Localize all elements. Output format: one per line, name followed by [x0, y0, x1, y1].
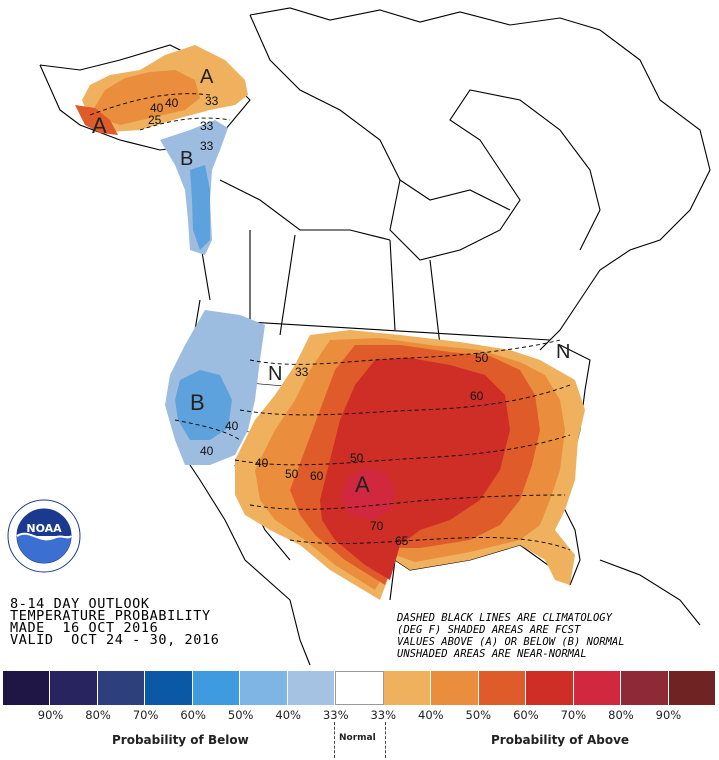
legend-percent-label: 80% — [608, 708, 634, 722]
legend-spacer — [3, 708, 27, 722]
contour-label: 33 — [295, 365, 309, 379]
alaska-b-label: B — [180, 148, 193, 170]
central-above-80 — [340, 468, 395, 520]
alaska-a-label-1: A — [92, 113, 107, 138]
contour-label: 40 — [165, 96, 179, 110]
contour-labels: 33 40 25 40 33 33 33 40 40 40 50 60 65 7… — [148, 94, 489, 548]
normal-n-ne-label: N — [556, 341, 570, 363]
contour-label: 50 — [350, 451, 364, 465]
note-line-3: VALUES ABOVE (A) OR BELOW (B) NORMAL — [397, 636, 625, 648]
contour-label: 50 — [285, 467, 299, 481]
legend-percent-label: 60% — [180, 708, 206, 722]
legend-swatch — [50, 671, 98, 705]
legend-swatch — [431, 671, 479, 705]
contour-label: 40 — [255, 456, 269, 470]
probability-legend — [3, 671, 717, 705]
above-legend-title: Probability of Above — [491, 733, 630, 747]
header-line-4: VALID OCT 24 - 30, 2016 — [10, 632, 220, 648]
legend-percent-label: 50% — [227, 708, 254, 722]
legend-percent-label: 90% — [655, 708, 682, 722]
normal-divider-left — [334, 722, 335, 758]
legend-swatch — [478, 671, 527, 705]
noaa-logo: NOAA — [7, 499, 81, 573]
legend-percent-label: 70% — [560, 708, 587, 722]
legend-percent-label: 70% — [132, 708, 159, 722]
legend-percent-label: 40% — [418, 708, 444, 722]
legend-swatch — [287, 671, 336, 705]
contour-label: 40 — [225, 419, 239, 433]
legend-swatch — [621, 671, 669, 705]
legend-percent-label: 50% — [465, 708, 492, 722]
legend-swatch — [97, 671, 146, 705]
legend-swatch — [3, 671, 51, 705]
contour-label: 65 — [395, 534, 409, 548]
legend-swatch — [668, 671, 717, 705]
legend-swatch — [335, 671, 384, 705]
outlook-header: 8-14 DAY OUTLOOK TEMPERATURE PROBABILITY… — [10, 596, 220, 648]
contour-label: 40 — [150, 101, 164, 115]
alaska-above-50 — [90, 70, 200, 125]
legend-percent-label: 33% — [322, 708, 349, 722]
contour-label: 33 — [200, 139, 214, 153]
header-line-1: 8-14 DAY OUTLOOK — [10, 596, 150, 612]
map-notes: DASHED BLACK LINES ARE CLIMATOLOGY (DEG … — [397, 612, 625, 660]
contour-label: 40 — [200, 444, 214, 458]
legend-swatch — [573, 671, 622, 705]
legend-percent-label: 80% — [85, 708, 111, 722]
note-line-4: UNSHADED AREAS ARE NEAR-NORMAL — [397, 648, 587, 660]
legend-swatch — [526, 671, 574, 705]
outlook-map: A A B B N N A 33 40 25 40 33 33 33 40 40… — [7, 7, 711, 666]
contour-label: 33 — [205, 94, 219, 108]
legend-swatch — [192, 671, 241, 705]
legend-swatch — [145, 671, 193, 705]
climatology-lines — [89, 93, 571, 551]
noaa-logo-text: NOAA — [26, 522, 62, 535]
legend-percent-label: 40% — [275, 708, 301, 722]
legend-swatch — [383, 671, 432, 705]
east-above-70 — [320, 358, 510, 580]
contour-label: 60 — [310, 469, 324, 483]
contour-label: 50 — [475, 351, 489, 365]
central-a-label: A — [355, 472, 370, 497]
normal-legend-title: Normal — [339, 733, 376, 743]
contour-label: 60 — [470, 389, 484, 403]
alaska-below-50 — [190, 165, 210, 250]
contour-label: 33 — [200, 119, 214, 133]
header-line-2: TEMPERATURE PROBABILITY — [10, 608, 211, 624]
west-b-label: B — [190, 390, 205, 415]
normal-n-label: N — [268, 363, 282, 385]
legend-percent-labels: 90% 80% 70% 60% 50% 40% 33% 33% 40% 50% 60% 70% 80% 9… — [3, 708, 716, 722]
legend-spacer — [692, 708, 716, 722]
legend-percent-label: 60% — [513, 708, 539, 722]
header-line-3: MADE 16 OCT 2016 — [10, 620, 159, 636]
legend-percent-label: 90% — [37, 708, 64, 722]
legend-swatch — [240, 671, 288, 705]
contour-label: 25 — [148, 113, 162, 127]
normal-divider-right — [385, 722, 386, 758]
note-line-1: DASHED BLACK LINES ARE CLIMATOLOGY — [397, 612, 612, 624]
contour-label: 70 — [370, 519, 384, 533]
alaska-a-label-2: A — [200, 66, 214, 88]
note-line-2: (DEG F) SHADED AREAS ARE FCST — [397, 624, 581, 636]
legend-percent-label: 33% — [370, 708, 397, 722]
below-legend-title: Probability of Below — [112, 733, 249, 747]
alaska-above-60 — [75, 105, 118, 135]
